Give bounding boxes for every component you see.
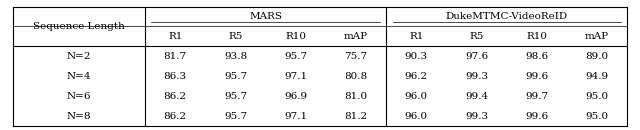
- Text: 93.8: 93.8: [224, 52, 247, 61]
- Text: 81.7: 81.7: [164, 52, 187, 61]
- Text: 97.6: 97.6: [465, 52, 488, 61]
- Text: MARS: MARS: [249, 12, 282, 21]
- Text: Sequence Length: Sequence Length: [33, 22, 125, 31]
- Text: 86.2: 86.2: [164, 92, 187, 101]
- Text: DukeMTMC-VideoReID: DukeMTMC-VideoReID: [445, 12, 568, 21]
- Text: R5: R5: [469, 32, 484, 41]
- Text: 81.2: 81.2: [344, 112, 367, 121]
- Text: 99.4: 99.4: [465, 92, 488, 101]
- Text: R1: R1: [409, 32, 424, 41]
- Text: 95.7: 95.7: [224, 72, 247, 81]
- Text: 80.8: 80.8: [344, 72, 367, 81]
- Text: N=2: N=2: [67, 52, 91, 61]
- Text: 75.7: 75.7: [344, 52, 367, 61]
- Text: 96.0: 96.0: [404, 92, 428, 101]
- Text: R1: R1: [168, 32, 182, 41]
- Text: 96.9: 96.9: [284, 92, 307, 101]
- Text: 99.6: 99.6: [525, 72, 548, 81]
- Text: 97.1: 97.1: [284, 112, 307, 121]
- Text: 90.3: 90.3: [404, 52, 428, 61]
- Text: 89.0: 89.0: [586, 52, 609, 61]
- Text: 95.7: 95.7: [224, 92, 247, 101]
- Text: 99.3: 99.3: [465, 112, 488, 121]
- Text: 81.0: 81.0: [344, 92, 367, 101]
- Text: 86.2: 86.2: [164, 112, 187, 121]
- Text: N=8: N=8: [67, 112, 91, 121]
- Text: 95.7: 95.7: [284, 52, 307, 61]
- Text: 95.0: 95.0: [586, 112, 609, 121]
- Text: R5: R5: [228, 32, 243, 41]
- Text: 94.9: 94.9: [586, 72, 609, 81]
- Text: 96.0: 96.0: [404, 112, 428, 121]
- Text: 95.0: 95.0: [586, 92, 609, 101]
- Text: 99.6: 99.6: [525, 112, 548, 121]
- Text: 99.3: 99.3: [465, 72, 488, 81]
- Text: 97.1: 97.1: [284, 72, 307, 81]
- Text: 99.7: 99.7: [525, 92, 548, 101]
- Text: mAP: mAP: [585, 32, 609, 41]
- Text: 98.6: 98.6: [525, 52, 548, 61]
- Text: N=4: N=4: [67, 72, 91, 81]
- Text: mAP: mAP: [344, 32, 368, 41]
- Text: R10: R10: [526, 32, 547, 41]
- Text: 96.2: 96.2: [404, 72, 428, 81]
- Text: 95.7: 95.7: [224, 112, 247, 121]
- Text: 86.3: 86.3: [164, 72, 187, 81]
- Text: R10: R10: [285, 32, 307, 41]
- Text: N=6: N=6: [67, 92, 91, 101]
